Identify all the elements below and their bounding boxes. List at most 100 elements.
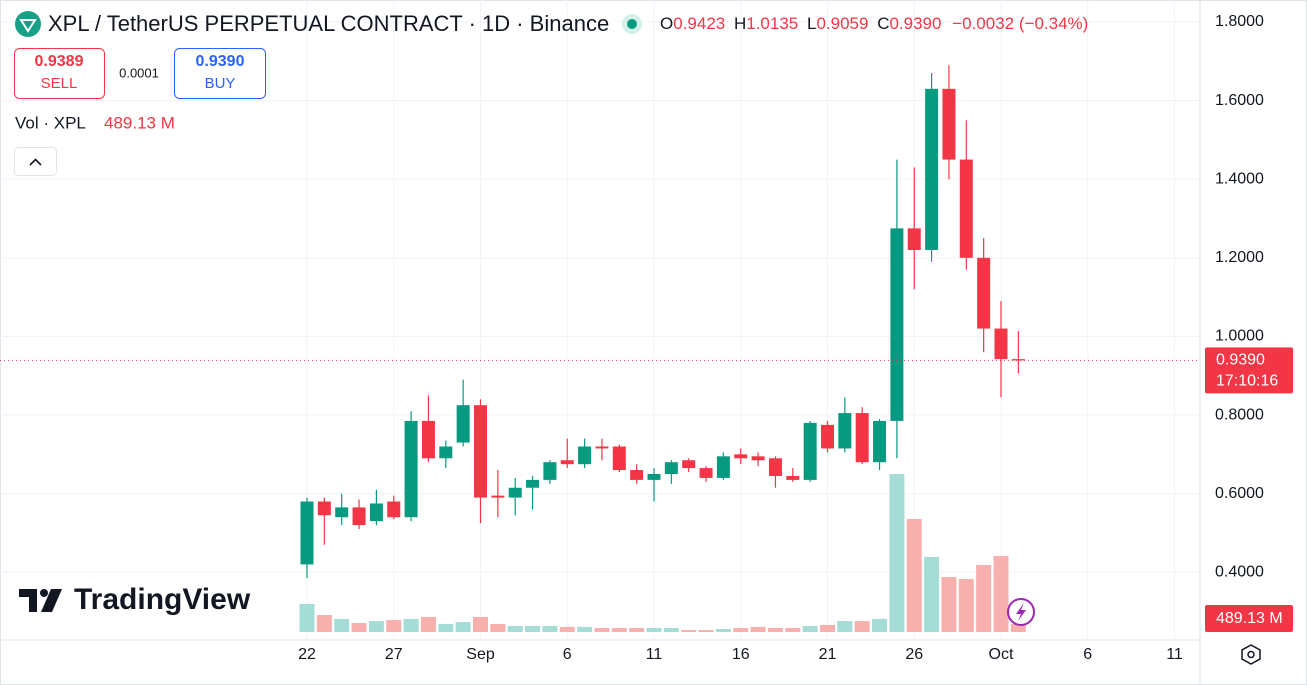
status-dot: [627, 19, 637, 29]
logo-text: TradingView: [74, 583, 251, 616]
sell-label: SELL: [41, 75, 78, 92]
candle-body: [335, 507, 349, 518]
candle-body: [317, 501, 331, 516]
ohlc-value: 0.9423: [673, 14, 725, 33]
volume-bar: [334, 618, 350, 632]
volume-bar: [403, 618, 419, 632]
candle-body: [734, 454, 748, 459]
buy-button[interactable]: [174, 48, 266, 99]
candle-body: [578, 446, 592, 465]
x-tick-label: 26: [905, 646, 923, 663]
y-tick-label: 0.4000: [1215, 563, 1264, 580]
collapse-button[interactable]: [14, 147, 57, 176]
chevron: [29, 158, 42, 166]
price-pane: [0, 65, 1200, 579]
volume-bar: [698, 630, 714, 632]
symbol-icon-glyph: [19, 19, 37, 33]
x-tick-label: Sep: [466, 646, 495, 663]
volume-bar: [629, 627, 645, 632]
candle-body: [474, 405, 487, 498]
event-bolt: [1016, 603, 1026, 621]
symbol-title: XPL / TetherUS PERPETUAL CONTRACT · 1D ·…: [48, 11, 609, 36]
candle-body: [855, 413, 869, 463]
settings-icon-core: [1247, 650, 1255, 659]
volume-bar: [681, 630, 697, 632]
volume-bar: [767, 627, 783, 632]
volume-bar: [577, 626, 593, 632]
x-tick-label: 6: [563, 646, 572, 663]
volume-bar: [958, 579, 974, 632]
volume-bar: [785, 627, 801, 632]
volume-bar: [559, 626, 575, 632]
volume-bar: [316, 614, 332, 632]
candle-body: [560, 460, 574, 465]
candle-body: [803, 422, 817, 480]
ohlc-value: 1.0135: [746, 14, 798, 33]
candle-body: [421, 420, 435, 459]
tradingview-logo: TradingView: [19, 583, 251, 616]
axes: 0.4000 0.6000 0.8000 1.0000 1.2000 1.4000 1.60…: [298, 13, 1293, 663]
candle-body: [786, 475, 800, 480]
logo-glyph: [19, 589, 37, 612]
x-tick-label: 27: [385, 646, 403, 663]
candle-body: [1011, 359, 1025, 361]
ohlc-key: L: [807, 14, 816, 33]
volume-bar: [715, 628, 731, 632]
volume-bar: [611, 627, 627, 632]
logo-glyph: [40, 589, 48, 597]
change: −0.0032 (−0.34%): [952, 14, 1088, 33]
volume-bar: [490, 623, 506, 632]
candle-body: [491, 495, 505, 498]
candle-body: [647, 474, 661, 480]
candle-body: [630, 470, 644, 480]
candle-body: [595, 446, 609, 449]
x-tick-label: 11: [646, 646, 663, 663]
volume-name: Vol · XPL: [15, 113, 86, 132]
candle-body: [821, 424, 834, 449]
sell-button[interactable]: [14, 48, 105, 99]
volume-bar: [299, 604, 315, 632]
buy-label: BUY: [205, 75, 236, 92]
candle-body: [716, 456, 730, 478]
x-tick-label: Oct: [989, 646, 1014, 663]
ohlc-key: C: [877, 14, 889, 33]
y-tick-label: 0.8000: [1215, 406, 1264, 423]
volume-bar: [733, 627, 749, 632]
x-tick-label: 6: [1083, 646, 1092, 663]
ohlc-key: O: [660, 14, 673, 33]
settings-icon[interactable]: [1241, 644, 1261, 665]
volume-bar: [420, 616, 436, 632]
y-tick-label: 1.6000: [1215, 92, 1264, 109]
volume-bar: [542, 625, 558, 632]
volume-bar: [941, 577, 957, 632]
volume-bar: [351, 623, 367, 632]
x-tick-label: 22: [298, 646, 316, 663]
volume-bar: [507, 625, 523, 632]
volume-bar: [438, 623, 454, 632]
volume-bar: [802, 625, 818, 632]
volume-bar: [594, 627, 610, 632]
y-tick-label: 0.6000: [1215, 485, 1264, 502]
candle-body: [439, 446, 453, 459]
volume-bar: [386, 620, 402, 632]
candle-body: [352, 507, 366, 526]
candle-body: [838, 413, 852, 449]
candle-body: [300, 501, 314, 565]
candle-body: [994, 328, 1008, 360]
volume-bar: [924, 556, 940, 632]
x-tick-label: 16: [732, 646, 750, 663]
volume-bar: [976, 564, 992, 632]
candle-body: [699, 468, 713, 478]
volume-bar: [525, 625, 541, 632]
candle-body: [942, 88, 956, 160]
candle-body: [959, 159, 973, 258]
spread: 0.0001: [119, 65, 159, 80]
candle-body: [890, 228, 904, 421]
volume-bar: [889, 474, 905, 632]
candle-body: [925, 88, 939, 250]
candle-body: [369, 503, 383, 522]
candle-body: [682, 460, 696, 469]
volume-value: 489.13 M: [104, 113, 175, 132]
candle-body: [664, 462, 678, 474]
